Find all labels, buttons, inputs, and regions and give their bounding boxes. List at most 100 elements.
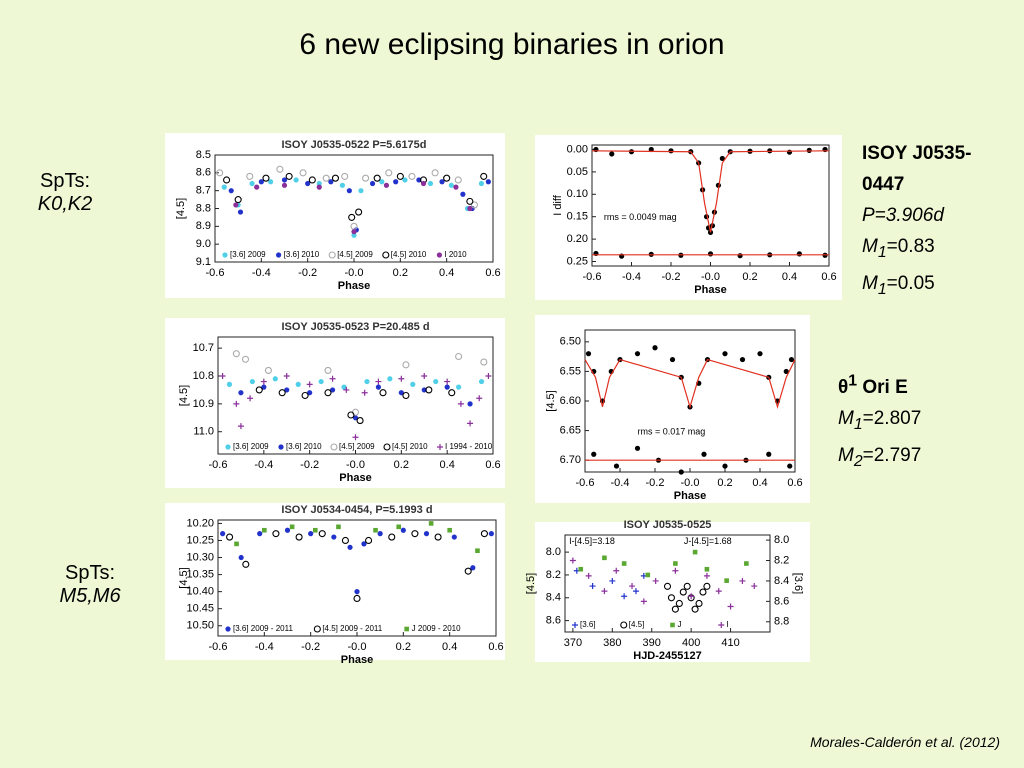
point bbox=[341, 172, 349, 180]
mass-sub: 1 bbox=[853, 416, 863, 434]
point bbox=[234, 196, 242, 204]
point bbox=[237, 423, 244, 430]
y-tick-label: 6.50 bbox=[560, 336, 581, 348]
y-tick-label: 10.25 bbox=[186, 534, 214, 546]
x-tick-label: 0.6 bbox=[787, 477, 802, 489]
point bbox=[316, 180, 322, 187]
point bbox=[416, 177, 422, 183]
point bbox=[609, 577, 616, 584]
point bbox=[261, 384, 267, 390]
slide-title: 6 new eclipsing binaries in orion bbox=[299, 28, 725, 61]
point bbox=[324, 366, 332, 374]
point bbox=[431, 169, 439, 177]
point bbox=[669, 356, 676, 363]
point bbox=[264, 366, 272, 374]
point bbox=[464, 567, 472, 575]
legend-marker bbox=[404, 626, 409, 632]
note: SpTs: M5,M6 bbox=[50, 562, 130, 608]
point bbox=[485, 179, 491, 185]
point bbox=[645, 572, 651, 578]
point bbox=[242, 560, 250, 568]
point bbox=[285, 172, 293, 180]
x-tick-label: -0.2 bbox=[301, 641, 320, 653]
legend-label: I 2010 bbox=[444, 250, 467, 259]
y-tick-label: 10.9 bbox=[193, 398, 214, 410]
y-tick-label: 11.0 bbox=[193, 426, 214, 438]
y-tick-label: 8.2 bbox=[546, 569, 561, 581]
x-axis-label: Phase bbox=[674, 490, 706, 502]
point bbox=[238, 390, 244, 396]
x-tick-label: -0.2 bbox=[646, 477, 665, 489]
x-tick-label: 0.4 bbox=[439, 267, 454, 279]
point bbox=[255, 386, 263, 394]
point bbox=[703, 582, 711, 590]
point bbox=[307, 390, 313, 396]
point bbox=[379, 389, 387, 397]
point bbox=[601, 588, 608, 595]
legend-marker bbox=[670, 622, 675, 628]
annotation: I-[4.5]=3.18 bbox=[569, 536, 615, 546]
point bbox=[475, 548, 480, 554]
mass: M1=2.807 bbox=[838, 408, 921, 433]
x-tick-label: 370 bbox=[564, 637, 582, 649]
y-tick-label: 8.6 bbox=[196, 167, 211, 179]
point bbox=[351, 232, 357, 238]
point bbox=[289, 524, 295, 530]
point bbox=[353, 594, 361, 603]
star-period: P=3.906d bbox=[862, 205, 944, 226]
y-tick-label: 0.25 bbox=[567, 255, 588, 267]
y-tick-label: 10.20 bbox=[186, 517, 214, 529]
point bbox=[352, 434, 359, 441]
x-tick-label: 0.6 bbox=[485, 267, 500, 279]
point bbox=[396, 524, 401, 530]
y-tick-label: 6.60 bbox=[560, 395, 581, 407]
x-axis-label: HJD-2455127 bbox=[633, 650, 702, 662]
legend-marker bbox=[436, 252, 442, 258]
point bbox=[362, 174, 370, 182]
point bbox=[485, 373, 492, 379]
annotation: rms = 0.0049 mag bbox=[604, 212, 677, 222]
x-tick-label: -0.6 bbox=[209, 459, 228, 471]
note-label: SpTs: bbox=[64, 562, 116, 584]
x-tick-label: 0.2 bbox=[742, 271, 757, 283]
point bbox=[339, 182, 346, 188]
point bbox=[724, 578, 729, 583]
point bbox=[262, 527, 267, 533]
point bbox=[234, 541, 239, 547]
point bbox=[640, 598, 647, 605]
point bbox=[434, 533, 442, 541]
legend-label: [3.6] 2009 bbox=[233, 442, 269, 451]
point bbox=[613, 567, 620, 574]
x-tick-label: 0.2 bbox=[396, 641, 411, 653]
point bbox=[375, 384, 382, 390]
point bbox=[739, 356, 746, 363]
x-tick-label: 0.4 bbox=[782, 271, 797, 283]
point bbox=[318, 530, 326, 538]
point bbox=[467, 205, 473, 212]
point bbox=[453, 184, 459, 190]
chart-panel bbox=[165, 318, 505, 488]
mass-value: =0.05 bbox=[886, 272, 935, 294]
point bbox=[451, 534, 457, 540]
mass-sym: M bbox=[838, 445, 854, 467]
point bbox=[420, 180, 427, 187]
point bbox=[219, 373, 226, 379]
legend-marker bbox=[225, 444, 231, 450]
point bbox=[237, 209, 244, 215]
point bbox=[408, 172, 416, 180]
point bbox=[704, 566, 710, 572]
point bbox=[695, 599, 703, 608]
point bbox=[293, 177, 299, 183]
point bbox=[358, 188, 364, 194]
point bbox=[425, 386, 433, 394]
point bbox=[786, 149, 793, 155]
star-name: θ1 Ori E bbox=[838, 373, 908, 398]
point bbox=[671, 605, 679, 613]
y-tick-label: 10.8 bbox=[193, 370, 214, 382]
y-axis-label: I diff bbox=[552, 194, 564, 216]
point bbox=[249, 378, 255, 385]
y-tick-label: 0.15 bbox=[567, 211, 588, 223]
x-axis-label: Phase bbox=[694, 284, 726, 296]
legend-marker bbox=[328, 251, 336, 259]
point bbox=[379, 179, 385, 185]
